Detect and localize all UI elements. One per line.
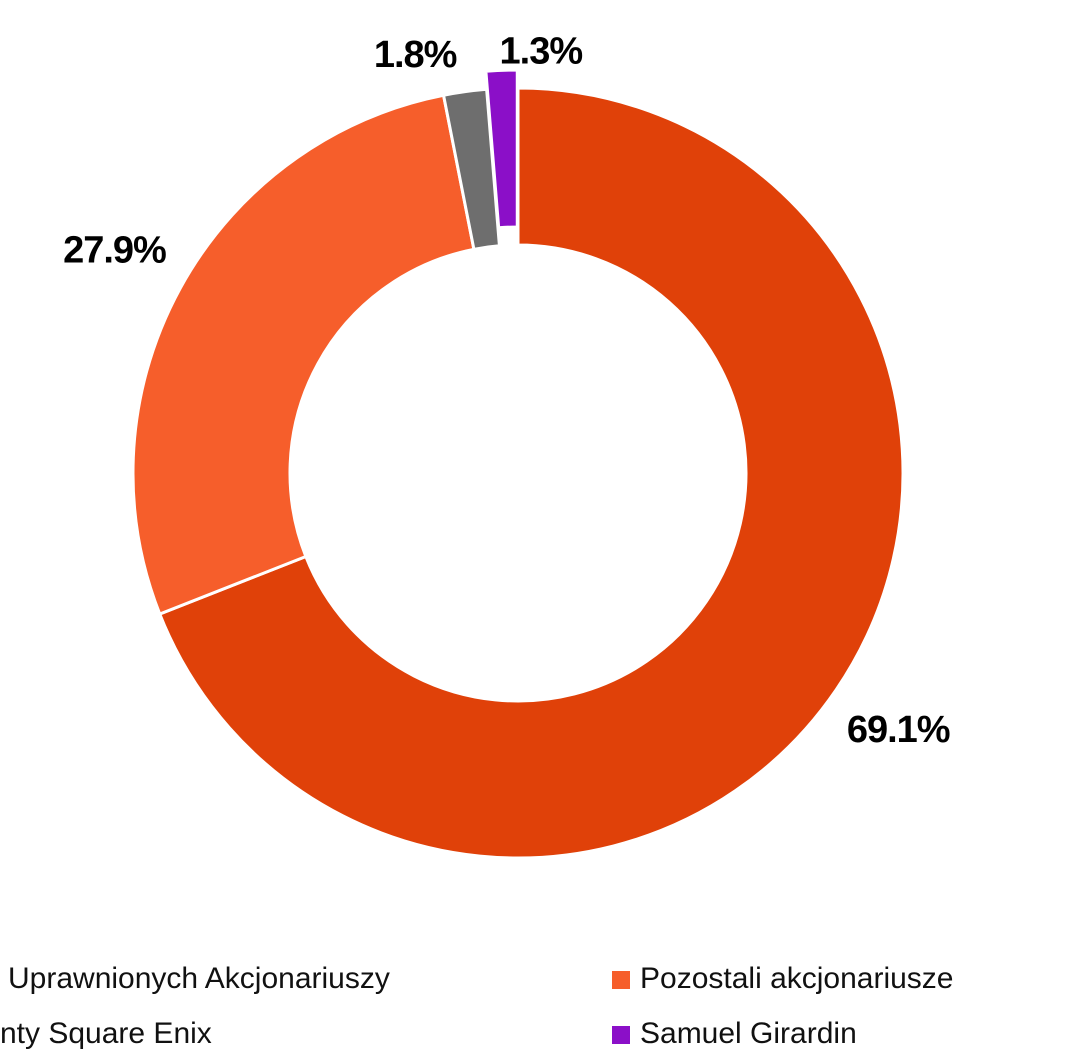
value-label: 1.8% — [374, 34, 457, 76]
value-label: 27.9% — [63, 229, 166, 271]
legend-label: Uprawnionych Akcjonariuszy — [8, 962, 390, 995]
slice — [441, 87, 502, 252]
legend-label: nty Square Enix — [0, 1017, 212, 1050]
legend-swatch — [612, 971, 630, 989]
slice — [131, 93, 476, 616]
slice — [484, 68, 519, 230]
value-label: 69.1% — [847, 709, 950, 751]
legend-label: Pozostali akcjonariusze — [640, 962, 954, 995]
slice — [157, 86, 905, 860]
legend-swatch — [612, 1026, 630, 1044]
value-label: 1.3% — [500, 30, 583, 72]
legend-label: Samuel Girardin — [640, 1017, 857, 1050]
